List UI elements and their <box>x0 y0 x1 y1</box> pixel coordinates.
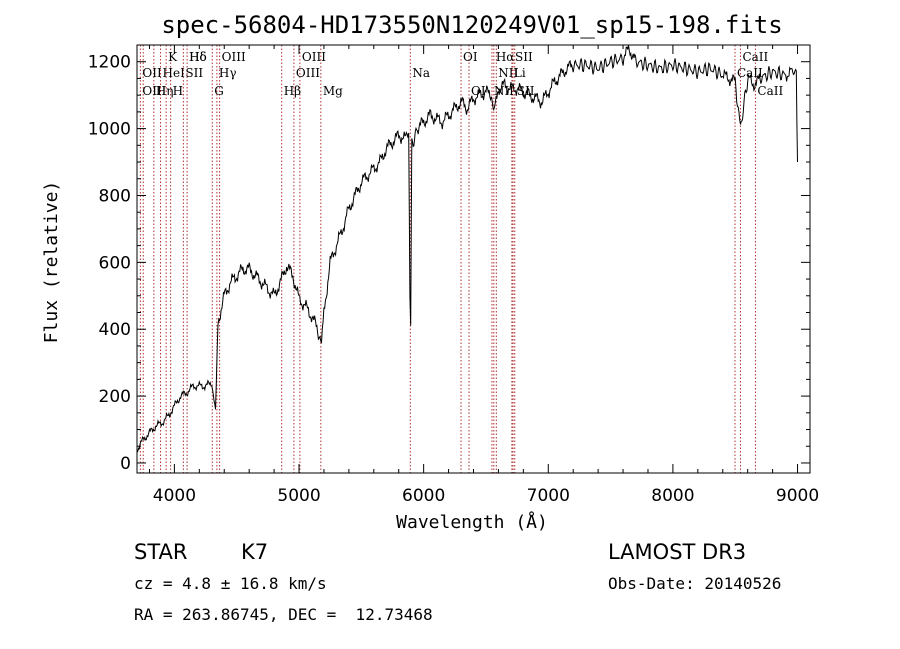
y-axis-ticks: 0 200 400 600 800 1000 1200 <box>88 53 810 474</box>
y-tick-label: 0 <box>120 454 131 474</box>
line-marker-label: NII <box>498 66 518 80</box>
x-tick-label: 8000 <box>651 486 694 506</box>
line-marker-label: K <box>168 50 178 64</box>
object-class: STAR <box>134 540 187 564</box>
line-marker-label: OI <box>463 50 478 64</box>
line-marker-label: Li <box>514 66 526 80</box>
line-marker-label: Hβ <box>284 84 301 98</box>
line-marker-label: SII <box>185 66 203 80</box>
y-axis-label: Flux (relative) <box>41 181 62 344</box>
x-tick-label: 9000 <box>776 486 819 506</box>
line-marker-label: H <box>173 84 183 98</box>
line-marker-label: Hδ <box>189 50 207 64</box>
x-axis-ticks: 4000 5000 6000 7000 8000 9000 <box>148 45 819 506</box>
line-marker-label: Hη <box>156 84 174 98</box>
y-tick-label: 600 <box>99 253 131 273</box>
x-tick-label: 5000 <box>277 486 320 506</box>
obs-date: Obs-Date: 20140526 <box>608 574 781 593</box>
y-tick-label: 1000 <box>88 120 131 140</box>
line-marker-label: HeI <box>163 66 186 80</box>
chart-title: spec-56804-HD173550N120249V01_sp15-198.f… <box>161 11 782 39</box>
coordinates: RA = 263.86745, DEC = 12.73468 <box>134 605 433 624</box>
line-marker-label: CaII <box>737 66 763 80</box>
line-marker-label: OII <box>142 66 162 80</box>
line-marker-label: CaII <box>742 50 768 64</box>
y-tick-label: 1200 <box>88 53 131 73</box>
line-marker-label: Hα <box>496 50 515 64</box>
line-marker-label: OIII <box>302 50 326 64</box>
line-marker-label: Mg <box>323 84 343 98</box>
x-tick-label: 7000 <box>527 486 570 506</box>
line-markers <box>139 45 756 473</box>
spectrum-line <box>136 45 798 453</box>
x-tick-label: 4000 <box>153 486 196 506</box>
y-tick-label: 200 <box>99 387 131 407</box>
plot-frame <box>136 44 811 474</box>
line-marker-label: OIII <box>222 50 246 64</box>
object-subclass: K7 <box>241 540 268 564</box>
line-marker-label: SII <box>515 50 533 64</box>
line-marker-label: G <box>214 84 224 98</box>
redshift-text: cz = 4.8 ± 16.8 km/s <box>134 574 327 593</box>
x-tick-label: 6000 <box>402 486 445 506</box>
x-axis-label: Wavelength (Å) <box>396 511 548 533</box>
y-tick-label: 800 <box>99 186 131 206</box>
survey-name: LAMOST DR3 <box>608 540 746 564</box>
line-marker-label: CaII <box>757 84 783 98</box>
line-marker-label: Hγ <box>219 66 237 80</box>
line-marker-label: OIII <box>296 66 320 80</box>
y-tick-label: 400 <box>99 320 131 340</box>
line-marker-label: OIII <box>142 84 166 98</box>
line-marker-label: Hδ <box>189 50 207 64</box>
line-marker-label: Na <box>412 66 430 80</box>
